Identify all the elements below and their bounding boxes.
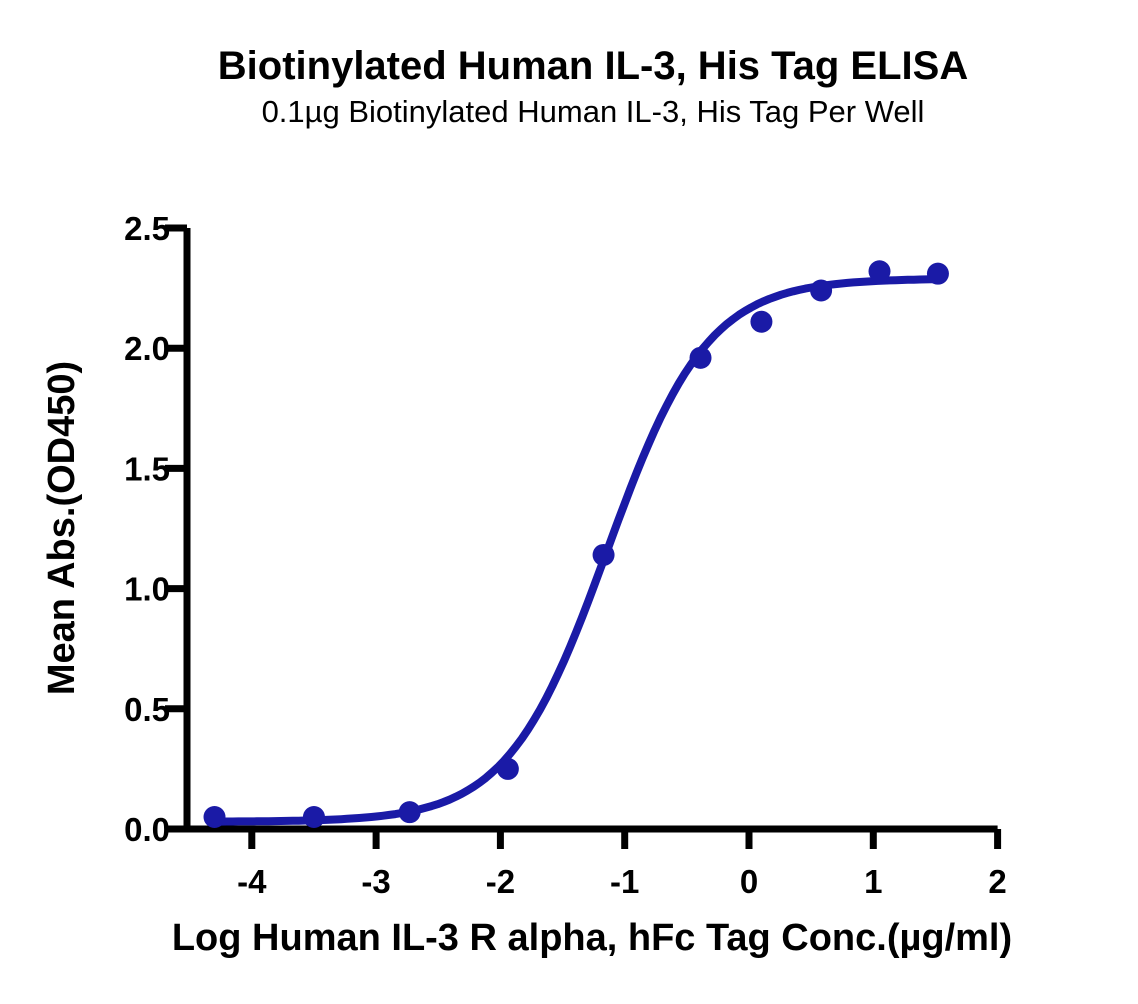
y-tick-label: 2.0 [124, 330, 170, 367]
data-point [868, 260, 891, 283]
chart-title: Biotinylated Human IL-3, His Tag ELISA [218, 44, 968, 88]
y-tick-label: 1.5 [124, 450, 170, 487]
y-tick-label: 2.5 [124, 210, 170, 247]
data-point [302, 805, 325, 828]
plot-generated-layer: -4 -3 -2 -1 0 1 2 0.0 0.5 1.0 1.5 2.0 2.5 [124, 210, 1007, 900]
x-tick-label: -1 [610, 863, 639, 900]
data-point [926, 262, 949, 285]
data-point [750, 310, 773, 333]
fit-curve [210, 275, 942, 826]
y-tick-label: 1.0 [124, 571, 170, 608]
data-point [689, 346, 712, 369]
x-tick-label: 0 [740, 863, 758, 900]
y-axis-label: Mean Abs.(OD450) [41, 361, 83, 695]
chart-subtitle: 0.1µg Biotinylated Human IL-3, His Tag P… [262, 94, 925, 129]
y-tick-label: 0.0 [124, 811, 170, 848]
x-tick-label: 2 [988, 863, 1006, 900]
data-point [810, 279, 833, 302]
x-axis-label: Log Human IL-3 R alpha, hFc Tag Conc.(µg… [172, 917, 1012, 959]
x-tick-label: 1 [864, 863, 882, 900]
data-point [203, 805, 226, 828]
y-tick-label: 0.5 [124, 691, 170, 728]
data-point [592, 543, 615, 566]
x-tick-label: -2 [486, 863, 515, 900]
data-point [496, 757, 519, 780]
data-point [398, 801, 421, 824]
x-tick-label: -3 [361, 863, 390, 900]
x-tick-label: -4 [237, 863, 267, 900]
